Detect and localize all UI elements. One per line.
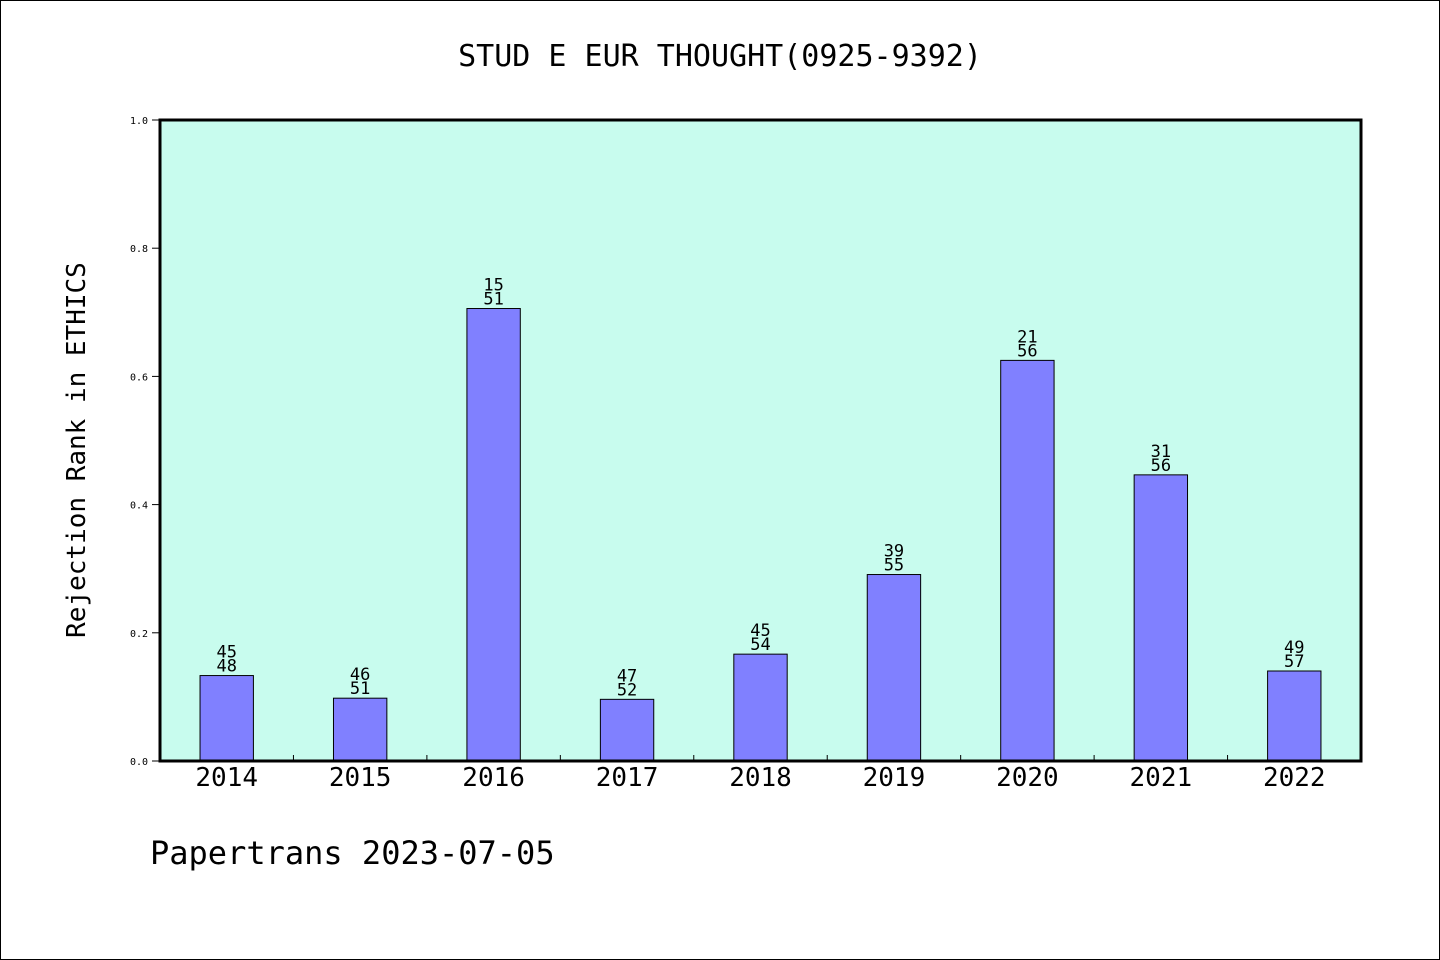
- x-tick-label-2020: 2020: [996, 763, 1059, 793]
- y-tick-label: 0.0: [130, 757, 148, 768]
- data-label-bottom-2021: 56: [1151, 456, 1171, 476]
- x-tick-label-2018: 2018: [729, 763, 792, 793]
- data-label-top-2019: 39: [884, 542, 904, 562]
- bar-2021: [1133, 474, 1189, 762]
- x-tick-label-2022: 2022: [1263, 763, 1326, 793]
- x-tick-label-2015: 2015: [329, 763, 392, 793]
- y-tick-label: 0.2: [130, 629, 148, 640]
- data-label-bottom-2020: 56: [1017, 341, 1037, 361]
- footer-text: Papertrans 2023-07-05: [150, 834, 555, 872]
- x-tick-label-2016: 2016: [462, 763, 525, 793]
- ticks-layer: 2014 2015 2016 2017 2018 2019 2020 2021 2022 0.0 0…: [130, 116, 1326, 793]
- x-tick-label-2017: 2017: [596, 763, 659, 793]
- bar-2020: [1000, 359, 1055, 762]
- data-label-top-2017: 47: [617, 666, 637, 686]
- data-label-top-2021: 31: [1151, 442, 1171, 462]
- bar-2018: [733, 653, 788, 762]
- bars-layer: [199, 308, 1322, 762]
- data-label-top-2018: 45: [750, 621, 770, 641]
- bar-2019: [866, 574, 922, 762]
- bar-2014: [199, 675, 254, 762]
- y-tick-label: 1.0: [130, 116, 148, 127]
- data-label-bottom-2015: 51: [350, 679, 370, 699]
- bar-2022: [1267, 670, 1322, 762]
- data-label-top-2020: 21: [1017, 327, 1037, 347]
- data-label-bottom-2018: 54: [750, 635, 770, 655]
- data-label-top-2016: 15: [483, 276, 503, 296]
- x-tick-label-2021: 2021: [1130, 763, 1193, 793]
- x-tick-label-2019: 2019: [863, 763, 926, 793]
- bar-2017: [599, 698, 655, 762]
- data-label-top-2022: 49: [1284, 638, 1304, 658]
- data-label-bottom-2014: 48: [216, 657, 236, 677]
- y-tick-label: 0.4: [130, 501, 148, 512]
- y-tick-label: 0.6: [130, 372, 148, 383]
- x-tick-label-2014: 2014: [195, 763, 258, 793]
- plot-border: [158, 118, 1363, 763]
- data-label-bottom-2019: 55: [884, 556, 904, 576]
- y-axis-label: Rejection Rank in ETHICS: [62, 262, 92, 638]
- data-label-bottom-2016: 51: [483, 290, 503, 310]
- data-label-bottom-2017: 52: [617, 680, 637, 700]
- data-label-bottom-2022: 57: [1284, 652, 1304, 672]
- bar-2016: [466, 308, 521, 762]
- data-label-top-2014: 45: [216, 643, 236, 663]
- chart-title: STUD E EUR THOUGHT(0925-9392): [458, 39, 982, 74]
- data-label-top-2015: 46: [350, 665, 370, 685]
- bar-2015: [332, 697, 388, 762]
- y-tick-label: 0.8: [130, 244, 148, 255]
